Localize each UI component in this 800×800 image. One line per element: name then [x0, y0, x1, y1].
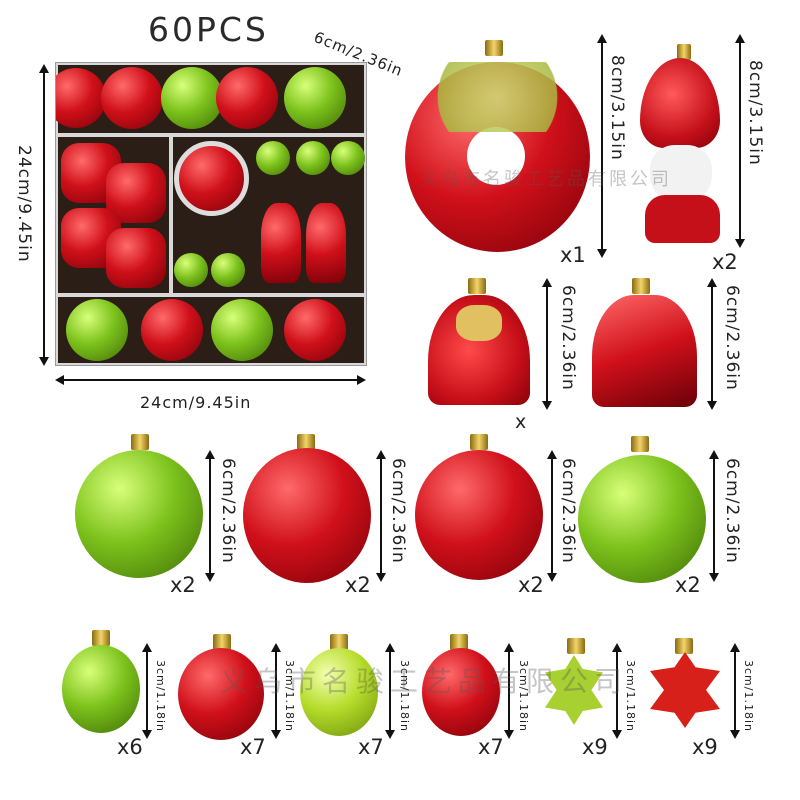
small4-qty: x7	[478, 735, 504, 759]
red-matte-ball	[178, 648, 264, 740]
small1-size-label: 3cm/1.18in	[154, 660, 167, 732]
small5-size-arrow	[612, 643, 622, 739]
ball2-size-arrow	[376, 450, 386, 582]
small4-size-label: 3cm/1.18in	[517, 660, 530, 732]
bag1-size-label: 6cm/2.36in	[558, 285, 578, 391]
small6-size-arrow	[730, 643, 740, 739]
ball3-size-label: 6cm/2.36in	[558, 458, 578, 564]
green-matte-ball	[62, 645, 140, 733]
small3-qty: x7	[358, 735, 384, 759]
small3-size-label: 3cm/1.18in	[398, 660, 411, 732]
small3-cap	[330, 634, 348, 650]
gnome-cap	[677, 44, 691, 60]
watermark-top: 义乌市名骏工艺品有限公司	[420, 169, 672, 190]
ball3-qty: x2	[518, 573, 544, 597]
box-width-arrow	[55, 375, 366, 385]
lime-shiny-ball	[300, 648, 378, 736]
bag1-ornament	[428, 295, 530, 405]
ball2-qty: x2	[345, 573, 371, 597]
donut-qty: x1	[560, 243, 586, 267]
bag1-cap	[468, 278, 486, 294]
ball4-cap	[631, 436, 649, 452]
small5-qty: x9	[582, 735, 608, 759]
small4-cap	[450, 634, 468, 650]
donut-size-arrow	[597, 34, 607, 258]
red-beaded-ball	[415, 450, 543, 580]
small2-size-label: 3cm/1.18in	[283, 660, 296, 732]
gnome-qty: x2	[712, 250, 738, 274]
gnome-size-arrow	[735, 34, 745, 248]
red-embossed-ball	[243, 448, 371, 583]
donut-cap	[485, 40, 503, 56]
small6-size-label: 3cm/1.18in	[742, 660, 755, 732]
red-shiny-ball	[422, 648, 500, 736]
ball4-size-arrow	[709, 450, 719, 582]
small6-qty: x9	[692, 735, 718, 759]
ball1-cap	[131, 434, 149, 450]
box-photo	[55, 62, 367, 366]
gnome-body	[645, 195, 720, 243]
ball3-cap	[470, 434, 488, 450]
small4-size-arrow	[504, 643, 514, 739]
ball3-size-arrow	[547, 450, 557, 582]
bag1-qty: x	[515, 411, 527, 433]
gnome-hat	[640, 58, 720, 148]
small6-cap	[675, 638, 693, 654]
bag2-size-arrow	[707, 278, 717, 410]
bag2-size-label: 6cm/2.36in	[722, 285, 742, 391]
small2-cap	[213, 634, 231, 650]
bag2-ornament	[592, 295, 697, 407]
green-glitter-ball	[578, 455, 706, 583]
small1-qty: x6	[117, 735, 143, 759]
ball4-qty: x2	[675, 573, 701, 597]
gnome-size-label: 8cm/3.15in	[745, 60, 765, 166]
box-width-label: 24cm/9.45in	[140, 393, 252, 412]
bag1-size-arrow	[542, 278, 552, 410]
watermark: 义乌市名骏工艺品有限公司	[220, 665, 629, 698]
donut-ornament	[405, 62, 590, 252]
box-height-arrow	[39, 64, 49, 366]
box-height-label: 24cm/9.45in	[14, 145, 34, 263]
small1-cap	[92, 630, 110, 646]
ball1-size-arrow	[205, 450, 215, 582]
small1-size-arrow	[142, 643, 152, 739]
donut-size-label: 8cm/3.15in	[607, 55, 627, 161]
ball4-size-label: 6cm/2.36in	[722, 458, 742, 564]
ball1-qty: x2	[170, 573, 196, 597]
bag2-cap	[632, 278, 650, 294]
red-snowflake-ornament	[650, 652, 720, 728]
small2-size-arrow	[271, 643, 281, 739]
ball2-size-label: 6cm/2.36in	[388, 458, 408, 564]
small5-size-label: 3cm/1.18in	[624, 660, 637, 732]
green-snowflake-ball	[75, 450, 203, 578]
product-count-title: 60PCS	[148, 10, 269, 49]
small3-size-arrow	[385, 643, 395, 739]
small2-qty: x7	[240, 735, 266, 759]
small5-cap	[567, 638, 585, 654]
ball1-size-label: 6cm/2.36in	[218, 458, 238, 564]
ball2-cap	[297, 434, 315, 450]
